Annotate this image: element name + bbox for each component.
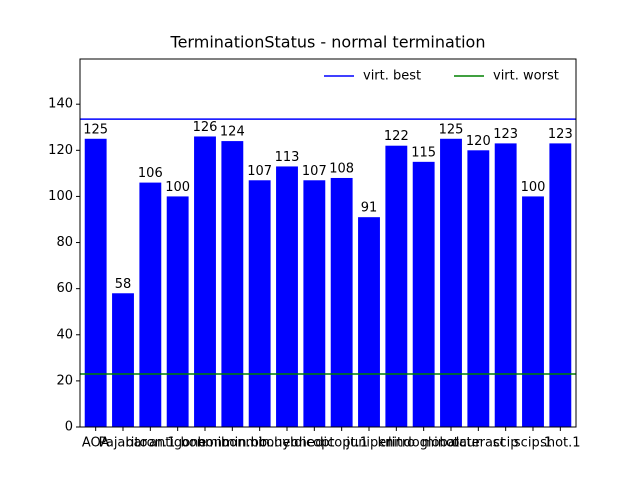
x-tick-label: octeract bbox=[451, 436, 505, 451]
y-tick-label: 140 bbox=[48, 97, 73, 112]
x-tick-label: antigone bbox=[149, 436, 206, 451]
bar bbox=[84, 138, 107, 427]
x-tick-label: dicopt bbox=[294, 436, 334, 451]
x-tick-label: shot.1 bbox=[540, 436, 580, 451]
value-label: 106 bbox=[138, 166, 163, 181]
y-tick-label: 100 bbox=[48, 189, 73, 204]
legend-label: virt. worst bbox=[493, 69, 559, 84]
bar bbox=[412, 161, 435, 427]
x-tick-label: dicopt.1 bbox=[315, 436, 368, 451]
value-label: 126 bbox=[193, 120, 218, 135]
x-tick-label: scip.1 bbox=[514, 436, 552, 451]
value-label: 120 bbox=[466, 134, 491, 149]
y-tick-label: 80 bbox=[56, 235, 73, 250]
value-label: 115 bbox=[411, 145, 436, 160]
y-tick-label: 120 bbox=[48, 143, 73, 158]
x-tick-label: Pajarito bbox=[99, 436, 148, 451]
plot-frame bbox=[79, 58, 577, 428]
x-tick-label: baron.1 bbox=[125, 436, 175, 451]
value-label: 108 bbox=[329, 161, 354, 176]
y-tick-label: 0 bbox=[65, 420, 73, 435]
bar bbox=[303, 180, 326, 427]
bar bbox=[440, 138, 462, 427]
bar bbox=[221, 141, 244, 428]
value-label: 58 bbox=[115, 277, 132, 292]
bar bbox=[358, 217, 380, 427]
y-tick-label: 20 bbox=[56, 373, 73, 388]
x-tick-label: bonmin bbox=[181, 436, 230, 451]
bar bbox=[276, 166, 298, 428]
legend-label: virt. best bbox=[363, 69, 421, 84]
x-tick-label: juniper bbox=[345, 436, 392, 451]
x-tick-label: lindoglobal bbox=[388, 436, 459, 451]
value-label: 125 bbox=[439, 122, 464, 137]
x-tick-label: bonmin.bb bbox=[198, 436, 268, 451]
bar bbox=[330, 177, 353, 427]
value-label: 107 bbox=[302, 164, 327, 179]
value-label: 100 bbox=[165, 180, 190, 195]
value-label: 122 bbox=[384, 129, 409, 144]
chart-title: TerminationStatus - normal termination bbox=[170, 33, 486, 52]
value-label: 107 bbox=[247, 164, 272, 179]
y-tick-label: 40 bbox=[56, 327, 73, 342]
value-label: 91 bbox=[361, 201, 378, 216]
bar bbox=[549, 143, 572, 427]
y-tick-label: 60 bbox=[56, 281, 73, 296]
value-label: 113 bbox=[275, 150, 300, 165]
x-tick-label: couenne bbox=[259, 436, 315, 451]
bar bbox=[248, 180, 271, 427]
bar bbox=[522, 196, 544, 427]
bar bbox=[139, 182, 162, 427]
value-label: 123 bbox=[493, 127, 518, 142]
value-label: 100 bbox=[521, 180, 546, 195]
bar bbox=[166, 196, 189, 427]
bar bbox=[194, 136, 216, 427]
value-label: 123 bbox=[548, 127, 573, 142]
bar bbox=[112, 293, 134, 427]
bar bbox=[385, 145, 408, 427]
x-tick-label: scip bbox=[493, 436, 519, 451]
bar bbox=[467, 150, 490, 427]
x-tick-label: AOA bbox=[82, 436, 110, 451]
x-tick-label: bonmin.hyb bbox=[221, 436, 298, 451]
value-label: 124 bbox=[220, 125, 245, 140]
value-label: 125 bbox=[83, 122, 108, 137]
x-tick-label: knitro bbox=[378, 436, 416, 451]
bar bbox=[494, 143, 517, 427]
x-tick-label: minotaur bbox=[421, 436, 481, 451]
